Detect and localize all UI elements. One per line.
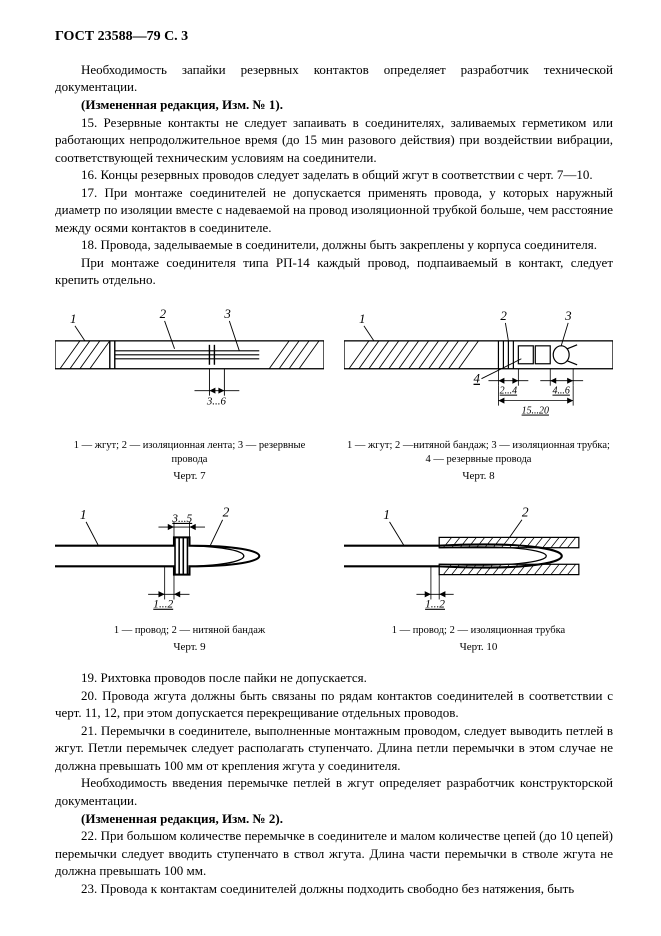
fig-row-7-8: 3...6 1 2 3 1 — жгут; 2 — изоляционная л…: [55, 301, 613, 484]
para-18: 18. Провода, заделываемые в соединители,…: [55, 236, 613, 254]
fig7-dim: 3...6: [206, 396, 227, 408]
fig10-col: 1...2 1 2 1 — провод; 2 — изоляционная т…: [344, 496, 613, 655]
para-23: 23. Провода к контактам соединителей дол…: [55, 880, 613, 898]
fig-row-9-10: 3...5 1...2 1 2 1 — провод; 2 — нитяной …: [55, 496, 613, 655]
fig9-col: 3...5 1...2 1 2 1 — провод; 2 — нитяной …: [55, 496, 324, 655]
fig10-caption: 1 — провод; 2 — изоляционная трубка: [344, 624, 613, 638]
fig7-lbl1: 1: [70, 311, 76, 326]
para-necessity: Необходимость запайки резервных контакто…: [55, 61, 613, 96]
para-15: 15. Резервные контакты не следует запаив…: [55, 114, 613, 167]
fig8-lbl4: 4: [474, 371, 481, 386]
fig7-lbl2: 2: [160, 306, 167, 321]
fig8-dim1: 2...4: [500, 386, 517, 397]
fig10-lbl2: 2: [522, 505, 529, 520]
fig9-lbl2: 2: [223, 505, 230, 520]
para-19: 19. Рихтовка проводов после пайки не доп…: [55, 669, 613, 687]
fig7-no: Черт. 7: [55, 469, 324, 484]
para-ed1: (Измененная редакция, Изм. № 1).: [55, 96, 613, 114]
fig10-no: Черт. 10: [344, 640, 613, 655]
para-20: 20. Провода жгута должны быть связаны по…: [55, 687, 613, 722]
fig10-lbl1: 1: [383, 507, 390, 522]
fig10-dim: 1...2: [425, 599, 445, 611]
para-ed2: (Измененная редакция, Изм. № 2).: [55, 810, 613, 828]
fig9-dim1: 3...5: [171, 513, 192, 525]
fig9-lbl1: 1: [80, 507, 87, 522]
para-18b: При монтаже соединителя типа РП-14 кажды…: [55, 254, 613, 289]
para-17: 17. При монтаже соединителей не допускае…: [55, 184, 613, 237]
fig7-caption: 1 — жгут; 2 — изоляционная лента; 3 — ре…: [55, 439, 324, 466]
fig8-svg: 2...4 4...6 15...20 1 2 3 4: [344, 301, 613, 431]
fig8-lbl3: 3: [564, 308, 572, 323]
fig10-svg: 1...2 1 2: [344, 496, 613, 615]
page-header: ГОСТ 23588—79 С. 3: [55, 28, 613, 47]
para-22: 22. При большом количестве перемычке в с…: [55, 827, 613, 880]
fig7-lbl3: 3: [223, 306, 231, 321]
fig8-caption: 1 — жгут; 2 —нитяной бандаж; 3 — изоляци…: [344, 439, 613, 466]
fig8-lbl2: 2: [500, 308, 507, 323]
fig7-svg: 3...6 1 2 3: [55, 301, 324, 431]
fig9-dim2: 1...2: [153, 599, 173, 611]
fig9-caption: 1 — провод; 2 — нитяной бандаж: [55, 624, 324, 638]
fig8-col: 2...4 4...6 15...20 1 2 3 4 1 — жгут; 2 …: [344, 301, 613, 484]
fig8-no: Черт. 8: [344, 469, 613, 484]
fig7-col: 3...6 1 2 3 1 — жгут; 2 — изоляционная л…: [55, 301, 324, 484]
para-16: 16. Концы резервных проводов следует зад…: [55, 166, 613, 184]
fig8-lbl1: 1: [359, 311, 365, 326]
fig9-no: Черт. 9: [55, 640, 324, 655]
fig9-svg: 3...5 1...2 1 2: [55, 496, 324, 615]
para-21b: Необходимость введения перемычке петлей …: [55, 774, 613, 809]
fig8-dim2: 4...6: [552, 386, 569, 397]
fig8-dim3: 15...20: [522, 406, 549, 417]
para-21: 21. Перемычки в соединителе, выполненные…: [55, 722, 613, 775]
